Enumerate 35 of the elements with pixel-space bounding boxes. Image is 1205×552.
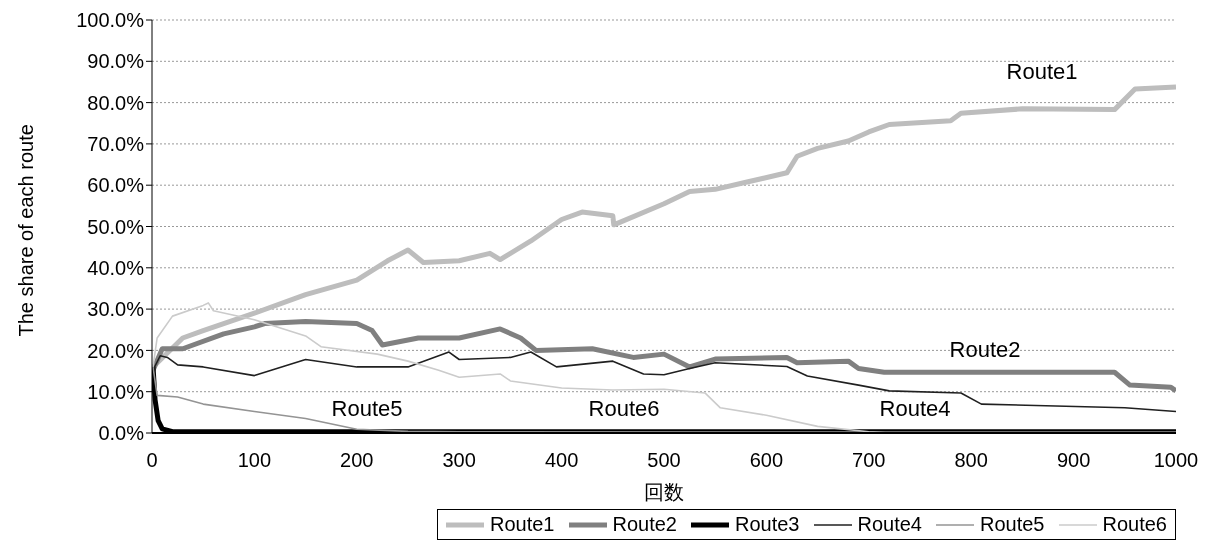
x-tick-label: 800 bbox=[954, 449, 988, 472]
x-tick-label: 700 bbox=[852, 449, 886, 472]
annotation: Route1 bbox=[1006, 59, 1078, 85]
x-tick-label: 500 bbox=[647, 449, 681, 472]
annotation: Route2 bbox=[949, 337, 1021, 363]
legend-label: Route3 bbox=[735, 513, 800, 536]
y-tick-label: 10.0% bbox=[87, 380, 145, 403]
legend-label: Route6 bbox=[1102, 513, 1167, 536]
y-tick-label: 60.0% bbox=[87, 174, 145, 197]
x-tick-label: 900 bbox=[1056, 449, 1091, 472]
y-tick-label: 100.0% bbox=[76, 9, 145, 32]
legend-label: Route4 bbox=[857, 513, 922, 536]
y-tick-label: 80.0% bbox=[87, 91, 145, 114]
y-tick-label: 30.0% bbox=[87, 298, 145, 321]
x-tick-label: 600 bbox=[749, 449, 784, 472]
annotation: Route5 bbox=[331, 396, 403, 422]
y-tick-label: 50.0% bbox=[87, 215, 145, 238]
x-tick-label: 1000 bbox=[1153, 449, 1199, 472]
y-tick-label: 70.0% bbox=[87, 133, 145, 155]
y-axis-title: The share of each route bbox=[15, 124, 38, 337]
x-tick-label: 0 bbox=[146, 449, 158, 472]
x-tick-label: 200 bbox=[340, 449, 374, 472]
legend-label: Route5 bbox=[980, 513, 1045, 536]
legend-label: Route1 bbox=[490, 513, 555, 536]
y-tick-label: 20.0% bbox=[87, 339, 145, 362]
y-tick-label: 40.0% bbox=[87, 256, 145, 279]
x-axis-title: 回数 bbox=[644, 481, 684, 503]
y-tick-label: 0.0% bbox=[98, 422, 145, 445]
x-tick-label: 400 bbox=[544, 449, 579, 472]
y-tick-label: 90.0% bbox=[87, 50, 145, 73]
x-tick-label: 300 bbox=[442, 449, 476, 472]
x-tick-label: 100 bbox=[237, 449, 272, 472]
annotation: Route6 bbox=[588, 396, 660, 422]
annotation: Route4 bbox=[879, 396, 951, 422]
legend-label: Route2 bbox=[612, 513, 677, 536]
